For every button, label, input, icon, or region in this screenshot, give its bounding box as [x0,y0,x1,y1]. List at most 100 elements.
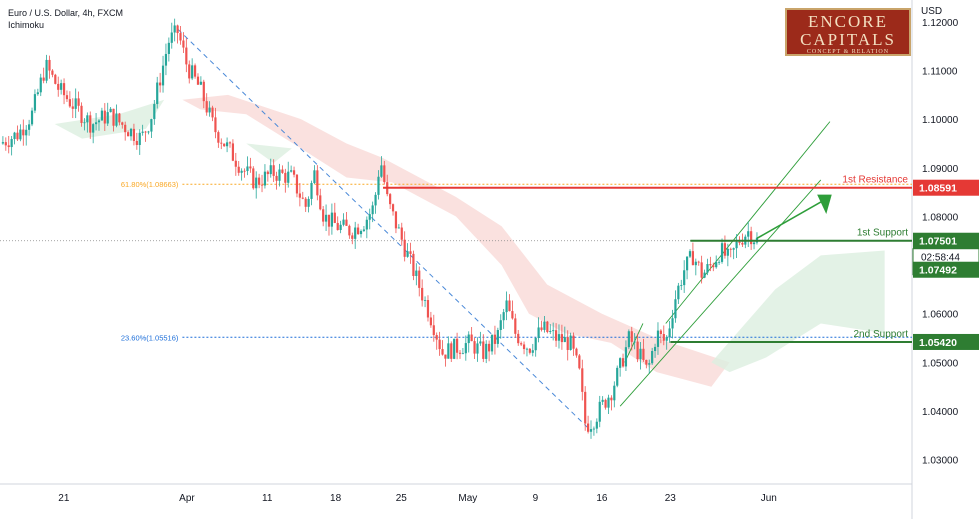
candle-body [391,204,395,212]
level-price-label-0: 1.08591 [919,183,957,195]
candle-body [502,312,505,321]
currency-label: USD [921,6,943,17]
candle-body [121,122,124,125]
candle-body [723,243,727,256]
candle-body [164,53,168,66]
candle-body [685,256,689,271]
candle-body [246,166,249,172]
indicator-label: Ichimoku [8,20,45,30]
candle-body [188,64,191,79]
candle-body [479,341,482,344]
candle-body [365,219,368,230]
ichimoku-cloud-bull-1 [54,99,165,139]
candle-body [109,108,112,113]
candle-body [415,270,418,276]
candle-body [543,321,546,330]
candle-body [295,174,299,194]
candle-body [750,231,753,245]
candle-body [581,368,584,392]
candle-body [205,101,208,113]
candle-body [48,59,51,71]
candle-body [642,348,645,360]
candle-body [499,320,502,330]
candle-body [531,350,534,353]
candle-body [694,261,697,266]
candle-body [619,358,622,368]
secondary-price-label: 1.07492 [919,265,957,277]
candle-body [357,227,360,235]
candle-body [94,122,98,125]
candle-body [112,108,115,126]
candle-body [665,337,668,341]
candle-body [546,321,549,333]
candle-body [709,264,712,266]
candle-body [115,113,118,126]
candle-body [700,262,703,278]
candle-body [470,334,473,342]
candle-body [488,343,491,352]
candle-body [208,107,211,113]
candle-body [458,352,462,354]
candle-body [25,129,28,136]
secondary-price-box [913,261,979,278]
candle-body [586,423,590,432]
candle-body [453,338,456,359]
x-tick-label-3: 18 [330,493,342,504]
candle-body [298,193,301,198]
candle-body [316,170,319,196]
candle-body [482,341,485,359]
candle-body [182,40,185,48]
candle-body [540,327,543,330]
candle-body [19,129,22,140]
candle-body [272,165,275,176]
candle-body [167,42,170,54]
candle-body [639,348,642,360]
candle-body [330,212,333,227]
candle-body [359,230,363,235]
candle-body [223,143,226,147]
candle-body [362,229,366,231]
level-price-label-1: 1.07501 [919,236,957,248]
candle-body [604,399,607,408]
candle-body [520,343,523,345]
candle-body [313,170,316,183]
candle-body [656,330,660,347]
candle-body [607,397,610,408]
candle-body [528,348,531,353]
candle-body [103,110,106,124]
candle-body [630,331,633,342]
candle-body [703,272,706,278]
candle-body [307,198,310,207]
candle-body [732,248,735,250]
candle-body [572,335,575,349]
candle-body [30,110,34,125]
candle-body [601,399,604,402]
candle-body [231,143,235,161]
candle-body [237,166,240,173]
candle-body [281,169,284,173]
candle-body [534,338,537,351]
x-tick-label-5: May [458,493,477,504]
y-tick-label-4: 1.08000 [922,212,959,223]
candle-body [199,81,202,85]
candle-body [659,330,662,335]
y-tick-label-6: 1.10000 [922,115,959,126]
candle-body [522,344,526,350]
candle-body [196,76,200,85]
candle-body [258,177,261,185]
candle-body [287,171,290,183]
candle-body [86,115,89,123]
candle-body [7,145,10,148]
candle-body [301,197,304,199]
candle-body [284,172,287,183]
candle-body [598,401,601,422]
y-tick-label-2: 1.05000 [922,358,959,369]
encore-capitals-logo: ENCORE CAPITALS CONCEPT & RELATION [785,8,911,56]
candle-body [473,341,476,354]
x-tick-label-7: 16 [596,493,608,504]
candle-body [106,112,109,124]
projection-arrow-head [817,194,832,215]
candle-body [735,241,738,249]
candle-body [653,346,657,352]
